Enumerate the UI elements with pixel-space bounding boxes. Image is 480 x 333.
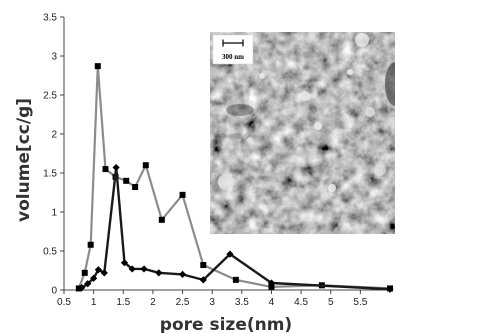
x-tick-label: 3 <box>209 297 215 308</box>
data-point <box>81 269 88 276</box>
x-tick-label: 4 <box>269 297 275 308</box>
data-point <box>200 262 207 269</box>
x-ticks: 0.5 1 1.5 2 2.5 3 3.5 4 4.5 5 5.5 <box>57 290 368 308</box>
y-tick-label: 3.5 <box>43 13 57 24</box>
series-1 <box>75 63 393 292</box>
data-point <box>140 265 148 273</box>
data-point <box>267 279 276 287</box>
series-line <box>77 64 391 290</box>
scale-bar-box <box>212 34 254 65</box>
data-point <box>100 269 108 277</box>
data-point <box>226 250 234 258</box>
data-point <box>178 270 187 278</box>
x-tick-label: 5 <box>328 297 334 308</box>
data-point <box>232 276 239 283</box>
scale-bar-label: 300 nm <box>222 53 244 61</box>
data-point <box>158 216 165 223</box>
data-point <box>94 63 101 70</box>
x-tick-label: 1 <box>91 297 97 308</box>
data-point <box>155 269 163 277</box>
x-axis-label: pore size(nm) <box>160 315 292 333</box>
data-point <box>120 259 129 267</box>
x-tick-label: 1.5 <box>116 297 130 308</box>
data-point <box>112 163 120 172</box>
data-point <box>84 280 92 288</box>
axes <box>63 17 390 291</box>
data-point <box>102 166 109 173</box>
series-layer <box>75 63 394 293</box>
y-axis-label: volume[cc/g] <box>14 98 34 222</box>
data-point <box>132 184 139 191</box>
data-point <box>128 265 136 273</box>
sem-particles <box>218 33 395 192</box>
x-tick-label: 5.5 <box>353 297 367 308</box>
data-point <box>78 284 86 292</box>
data-point <box>123 177 130 184</box>
x-tick-label: 2 <box>150 297 156 308</box>
data-point <box>268 283 275 290</box>
y-tick-label: 2 <box>51 130 57 141</box>
data-point <box>90 274 98 282</box>
x-tick-label: 2.5 <box>176 297 190 308</box>
y-ticks: 0 0.5 1 1.5 2 2.5 3 3.5 <box>43 13 64 297</box>
y-tick-label: 1.5 <box>43 169 57 180</box>
x-tick-label: 3.5 <box>235 297 249 308</box>
y-tick-label: 0 <box>51 286 57 297</box>
y-tick-label: 2.5 <box>43 91 57 102</box>
x-tick-label: 0.5 <box>57 297 71 308</box>
y-tick-label: 3 <box>51 52 57 63</box>
data-point <box>142 162 149 169</box>
data-point <box>386 285 394 293</box>
data-point <box>94 266 102 274</box>
data-point <box>199 276 207 284</box>
series-2 <box>78 163 394 293</box>
data-point <box>179 191 186 198</box>
x-tick-label: 4.5 <box>294 297 308 308</box>
y-tick-label: 0.5 <box>43 247 57 258</box>
data-point <box>75 285 82 292</box>
sem-texture <box>210 32 395 234</box>
sem-inset: 300 nm <box>210 32 395 234</box>
y-tick-label: 1 <box>51 208 57 219</box>
data-point <box>87 241 94 248</box>
